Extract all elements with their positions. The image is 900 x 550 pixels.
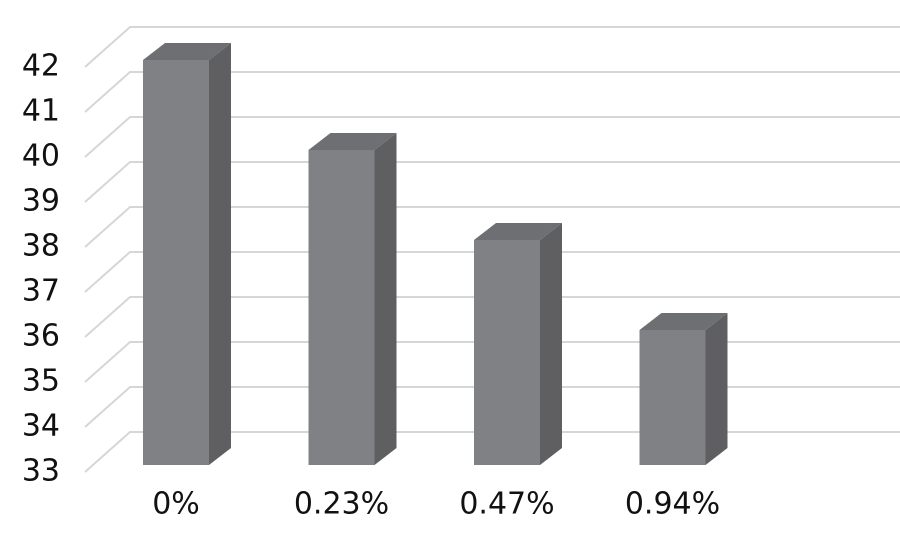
- bar-side: [540, 223, 562, 465]
- y-tick-label: 38: [22, 229, 60, 264]
- bar: [308, 150, 375, 465]
- grid-line: [84, 26, 900, 68]
- grid-line: [84, 296, 900, 338]
- bar-top: [143, 43, 231, 60]
- bar-top: [639, 313, 728, 330]
- y-tick-label: 36: [22, 319, 60, 354]
- bar: [143, 60, 209, 465]
- grid-line: [84, 116, 900, 158]
- bar-side: [705, 313, 728, 465]
- bar: [474, 240, 540, 465]
- y-tick-label: 39: [22, 184, 60, 219]
- y-tick-label: 35: [22, 364, 60, 399]
- x-tick-label: 0%: [152, 487, 200, 522]
- bar: [639, 330, 706, 465]
- grid-line: [84, 251, 900, 293]
- grid-line: [84, 71, 900, 113]
- y-tick-label: 33: [22, 454, 60, 489]
- bar-top: [474, 223, 562, 240]
- y-tick-label: 42: [22, 49, 60, 84]
- bar-side: [209, 43, 231, 465]
- y-tick-label: 34: [22, 409, 60, 444]
- y-tick-label: 37: [22, 274, 60, 309]
- grid-line: [84, 206, 900, 248]
- bar-top: [308, 133, 397, 150]
- x-tick-label: 0.23%: [294, 487, 389, 522]
- grid-line: [84, 161, 900, 203]
- x-tick-label: 0.94%: [625, 487, 720, 522]
- y-tick-label: 41: [22, 94, 60, 129]
- x-tick-label: 0.47%: [459, 487, 554, 522]
- y-tick-label: 40: [22, 139, 60, 174]
- bar-side: [374, 133, 397, 465]
